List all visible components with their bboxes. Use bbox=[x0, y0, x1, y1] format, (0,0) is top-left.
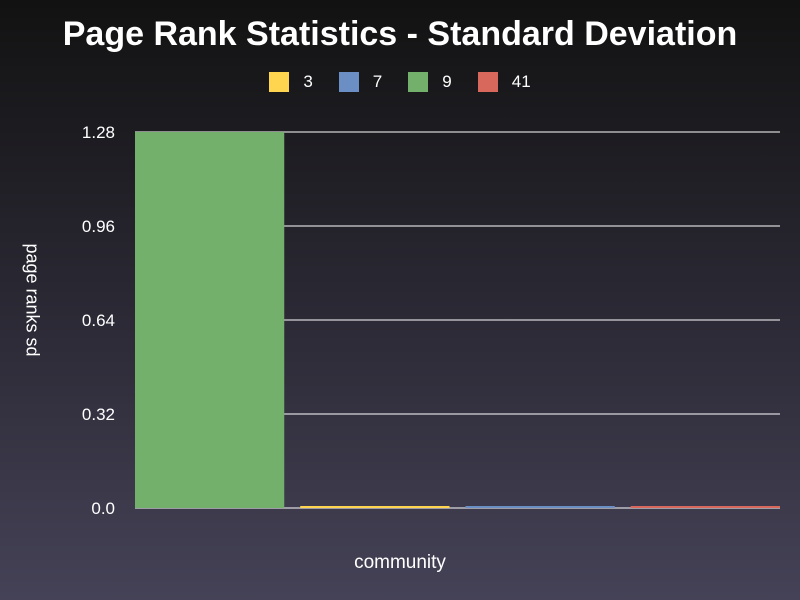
legend-item-3: 3 bbox=[269, 72, 313, 92]
legend-label-41: 41 bbox=[511, 72, 531, 91]
y-tick-label: 0.96 bbox=[82, 217, 115, 236]
chart-title: Page Rank Statistics - Standard Deviatio… bbox=[62, 15, 738, 53]
y-tick-label: 0.32 bbox=[82, 405, 115, 424]
y-tick-label: 0.64 bbox=[82, 311, 115, 330]
legend-item-41: 41 bbox=[477, 72, 531, 92]
legend-swatch-41 bbox=[477, 72, 498, 92]
y-tick-label: 0.0 bbox=[91, 499, 115, 518]
bar-41 bbox=[630, 506, 780, 508]
legend-swatch-9 bbox=[408, 72, 429, 92]
legend-swatch-7 bbox=[338, 72, 359, 92]
x-axis-label: community bbox=[354, 552, 446, 573]
legend-swatch-3 bbox=[269, 72, 290, 92]
legend-label-7: 7 bbox=[372, 72, 383, 91]
legend: 3 7 9 41 bbox=[0, 72, 800, 92]
legend-label-3: 3 bbox=[303, 72, 313, 91]
bar-7 bbox=[465, 506, 615, 508]
bar-9 bbox=[135, 132, 285, 508]
legend-label-9: 9 bbox=[442, 72, 452, 91]
legend-item-7: 7 bbox=[338, 72, 383, 92]
bar-3 bbox=[300, 506, 450, 508]
legend-item-9: 9 bbox=[408, 72, 452, 92]
y-tick-label: 1.28 bbox=[82, 123, 115, 142]
